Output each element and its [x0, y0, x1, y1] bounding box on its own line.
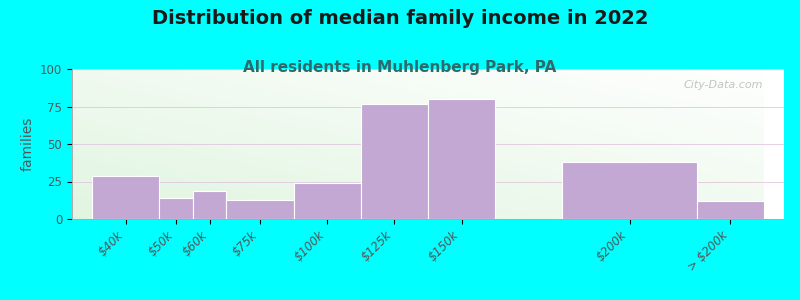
Bar: [361, 103, 428, 219]
Bar: [428, 99, 495, 219]
Bar: [193, 190, 226, 219]
Y-axis label: families: families: [21, 117, 34, 171]
Bar: [159, 198, 193, 219]
Bar: [92, 176, 159, 219]
Bar: [562, 162, 697, 219]
Text: Distribution of median family income in 2022: Distribution of median family income in …: [152, 9, 648, 28]
Bar: [294, 183, 361, 219]
Text: All residents in Muhlenberg Park, PA: All residents in Muhlenberg Park, PA: [243, 60, 557, 75]
Text: City-Data.com: City-Data.com: [683, 80, 762, 89]
Bar: [226, 200, 294, 219]
Bar: [697, 201, 764, 219]
